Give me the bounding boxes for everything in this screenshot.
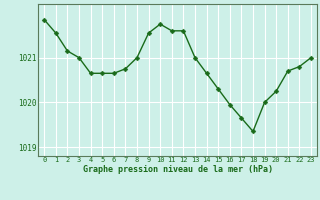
X-axis label: Graphe pression niveau de la mer (hPa): Graphe pression niveau de la mer (hPa) xyxy=(83,165,273,174)
